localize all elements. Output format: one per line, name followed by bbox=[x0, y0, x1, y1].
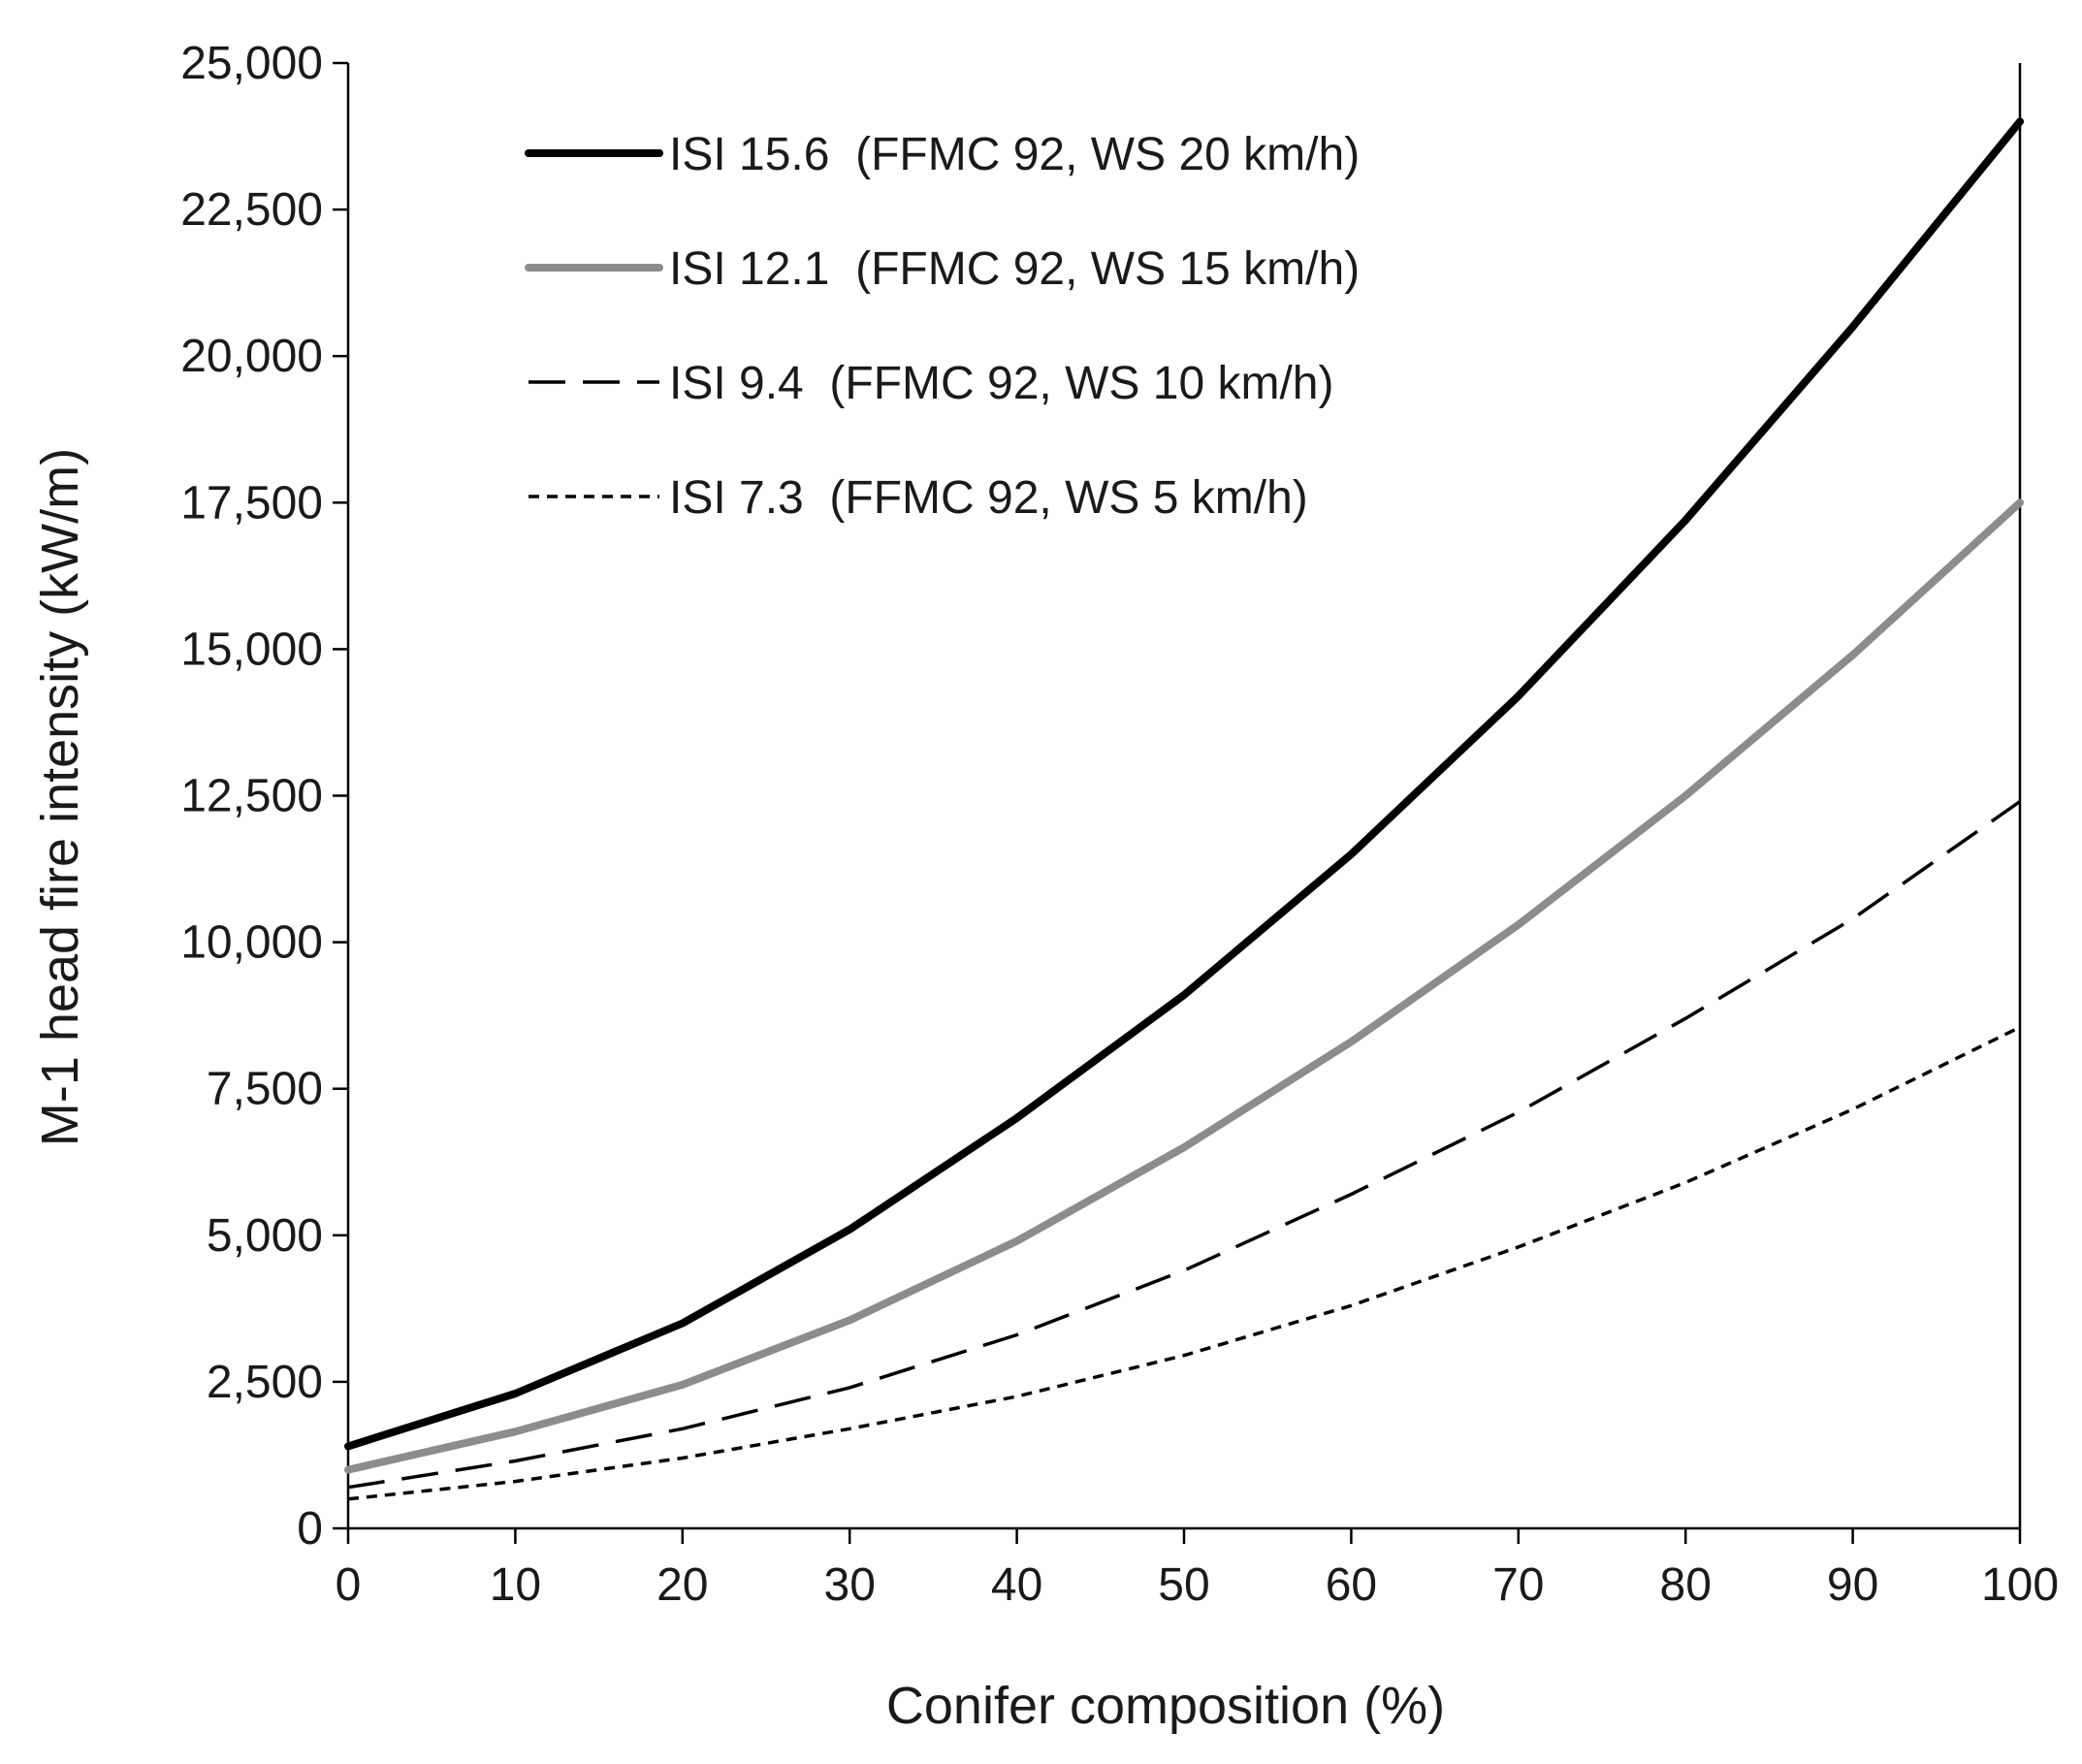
x-tick-label: 60 bbox=[1326, 1559, 1377, 1611]
series-line-2 bbox=[344, 498, 2024, 1474]
x-tick-label: 10 bbox=[490, 1559, 541, 1611]
y-tick-label: 22,500 bbox=[180, 184, 323, 236]
legend: ISI 15.6 (FFMC 92, WS 20 km/h) ISI 12.1 (… bbox=[525, 129, 1360, 524]
x-tick-label: 30 bbox=[824, 1559, 876, 1611]
legend-label-4: ISI 7.3 (FFMC 92, WS 5 km/h) bbox=[669, 472, 1308, 524]
y-axis-title: M-1 head fire intensity (kW/m) bbox=[31, 448, 89, 1146]
y-tick-label: 10,000 bbox=[180, 917, 323, 969]
y-tick-label: 5,000 bbox=[207, 1210, 323, 1262]
x-tick-label: 70 bbox=[1492, 1559, 1544, 1611]
y-tick-label: 17,500 bbox=[180, 477, 323, 529]
x-axis-title: Conifer composition (%) bbox=[886, 1677, 1445, 1735]
y-tick-label: 2,500 bbox=[207, 1357, 323, 1408]
legend-label-1: ISI 15.6 (FFMC 92, WS 20 km/h) bbox=[669, 129, 1360, 180]
legend-label-2: ISI 12.1 (FFMC 92, WS 15 km/h) bbox=[669, 243, 1360, 295]
y-tick-label: 12,500 bbox=[180, 771, 323, 822]
series-line-1 bbox=[344, 117, 2024, 1451]
x-tick-label: 0 bbox=[336, 1559, 362, 1611]
series-line-3 bbox=[347, 800, 2022, 1490]
y-axis-ticks: 0 2,500 5,000 7,500 10,000 12,500 15,000 17,500… bbox=[180, 38, 348, 1555]
x-tick-label: 20 bbox=[657, 1559, 708, 1611]
y-tick-label: 25,000 bbox=[180, 38, 323, 89]
series-lines bbox=[344, 117, 2024, 1501]
series-line-4 bbox=[347, 1025, 2021, 1501]
x-tick-label: 100 bbox=[1981, 1559, 2059, 1611]
y-tick-label: 15,000 bbox=[180, 624, 323, 675]
x-axis-ticks: 0 10 20 30 40 50 60 70 80 90 100 bbox=[336, 1528, 2059, 1611]
y-tick-label: 7,500 bbox=[207, 1064, 323, 1115]
x-tick-label: 90 bbox=[1827, 1559, 1878, 1611]
y-tick-label: 20,000 bbox=[180, 331, 323, 382]
y-tick-label: 0 bbox=[297, 1503, 323, 1555]
legend-label-3: ISI 9.4 (FFMC 92, WS 10 km/h) bbox=[669, 358, 1333, 409]
x-tick-label: 40 bbox=[991, 1559, 1042, 1611]
x-tick-label: 50 bbox=[1158, 1559, 1209, 1611]
x-tick-label: 80 bbox=[1660, 1559, 1712, 1611]
